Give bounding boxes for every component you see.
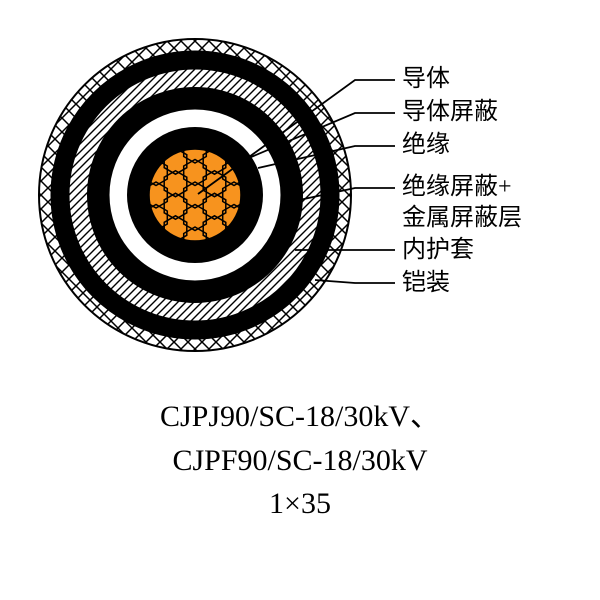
- caption: CJPJ90/SC-18/30kV、 CJPF90/SC-18/30kV 1×3…: [0, 395, 600, 526]
- caption-line-1: CJPJ90/SC-18/30kV、: [0, 395, 600, 439]
- cable-cross-section-svg: [20, 20, 370, 370]
- label-insulation: 绝缘: [402, 130, 450, 161]
- caption-line-3: 1×35: [0, 482, 600, 526]
- caption-line-2: CJPF90/SC-18/30kV: [0, 439, 600, 483]
- label-armor: 铠装: [402, 268, 450, 299]
- label-shield: 绝缘屏蔽+ 金属屏蔽层: [402, 172, 522, 234]
- cable-diagram: 导体导体屏蔽绝缘绝缘屏蔽+ 金属屏蔽层内护套铠装 CJPJ90/SC-18/30…: [0, 0, 600, 600]
- label-inner-sheath: 内护套: [402, 235, 474, 266]
- label-conductor-screen: 导体屏蔽: [402, 97, 498, 128]
- label-conductor: 导体: [402, 64, 450, 95]
